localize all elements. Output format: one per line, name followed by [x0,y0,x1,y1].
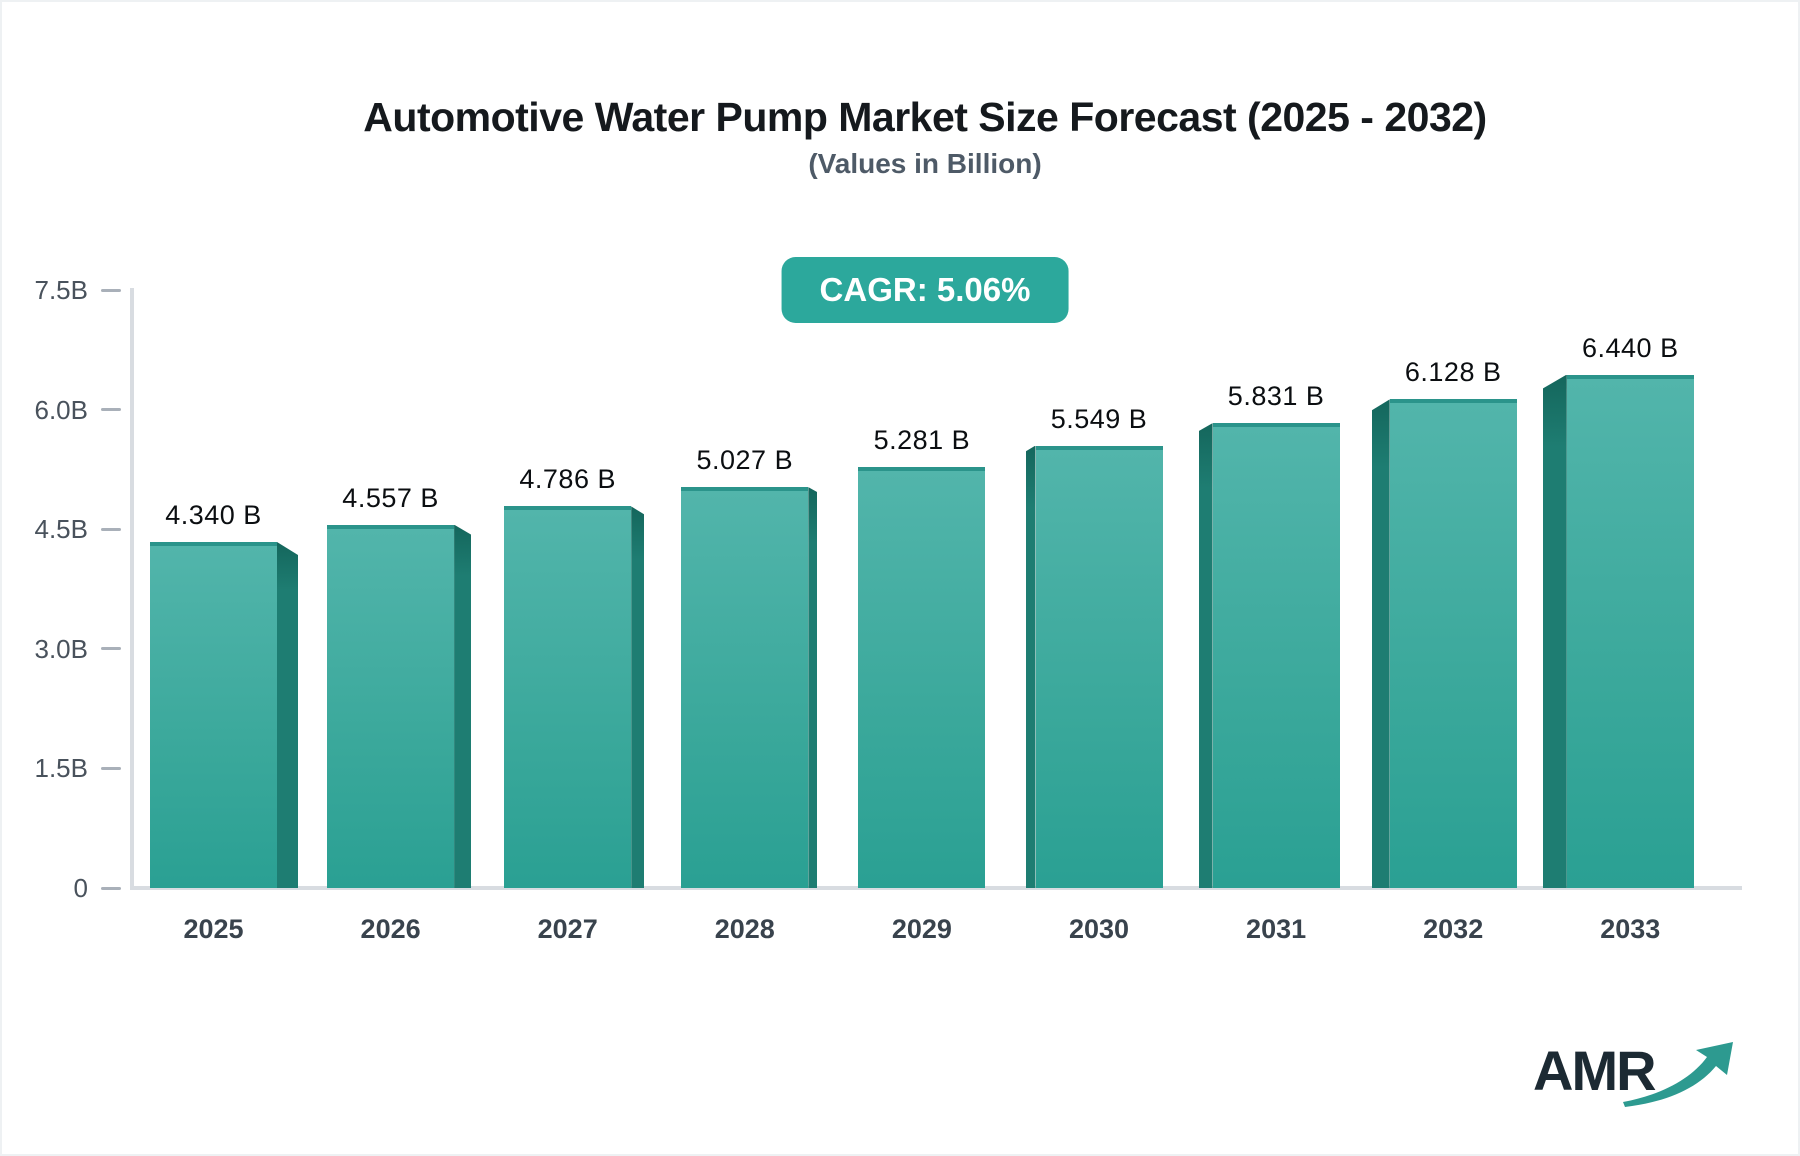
x-tick-label-2027: 2027 [537,914,598,944]
chart-subtitle: (Values in Billion) [808,148,1042,179]
chart-title: Automotive Water Pump Market Size Foreca… [363,94,1487,140]
bar-2030 [1035,445,1163,888]
value-label: 6.440 B [1582,332,1679,363]
bar-2027 [504,506,632,888]
y-tick-label: 7.5B [34,275,89,305]
x-tick-label-2033: 2033 [1600,914,1661,944]
growth-arrow-icon [1623,1042,1733,1107]
x-tick-label-2029: 2029 [891,914,952,944]
value-label: 6.128 B [1404,357,1502,388]
bar-2033 [1566,374,1694,888]
y-tick-dash [101,288,121,292]
bar-2025 [150,541,277,888]
bar-2028 [681,487,809,888]
bar-side-face [808,487,818,888]
value-label: 5.027 B [696,445,794,476]
x-tick-label-2030: 2030 [1068,914,1130,944]
y-tick-label: 1.5B [34,753,89,784]
bar-side-face [631,506,645,888]
amr-logo: AMR [1533,1040,1763,1120]
x-tick-label-2028: 2028 [714,914,775,944]
value-label: 4.786 B [519,464,616,495]
y-tick-dash [101,766,121,770]
value-label: 5.831 B [1227,381,1325,412]
bar-side-face [1025,445,1036,888]
x-tick-label-2025: 2025 [183,914,244,944]
bar-2029 [858,466,986,888]
value-label: 4.557 B [342,482,439,513]
y-tick-label: 3.0B [34,633,89,664]
bar-2032 [1389,399,1517,888]
y-tick-dash [101,647,121,651]
bar-side-face [1542,374,1567,888]
bar-2031 [1212,423,1340,888]
cagr-badge: CAGR: 5.06% [781,257,1069,323]
bar-side-face [1198,423,1213,888]
y-tick-dash [101,886,121,890]
y-tick-label: 6.0B [34,394,89,425]
value-label: 4.340 B [165,499,262,530]
bar-side-face [454,524,472,888]
y-tick-label: 0 [73,873,88,903]
y-tick-dash [101,527,121,531]
x-tick-label-2026: 2026 [360,914,421,944]
x-axis-line [130,886,1742,890]
x-tick-label-2031: 2031 [1246,914,1307,944]
y-tick-label: 4.5B [34,514,89,545]
value-label: 5.549 B [1050,403,1148,434]
amr-logo-text: AMR [1533,1039,1657,1102]
bar-side-face [1371,399,1390,888]
bar-2026 [327,524,455,888]
value-label: 5.281 B [873,424,971,455]
bar-side-face [277,541,298,888]
x-tick-label-2032: 2032 [1423,914,1484,944]
y-tick-dash [101,408,121,412]
y-axis-line [130,288,134,890]
